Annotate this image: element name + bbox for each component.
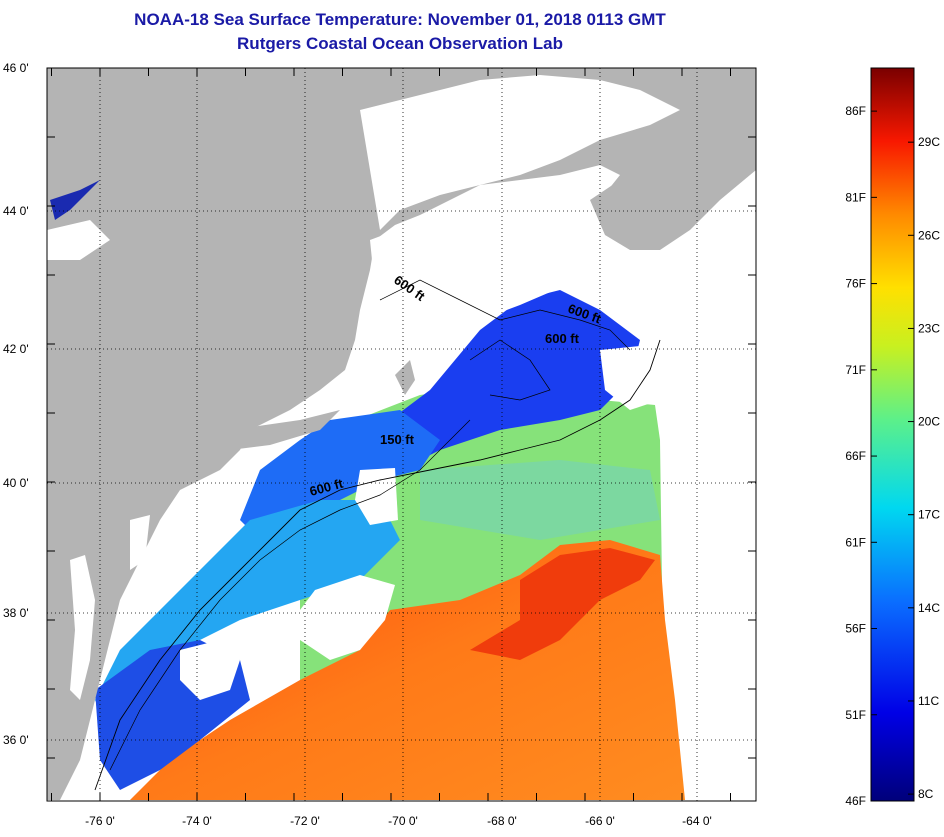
colorbar-celsius-labels: 29C 26C 23C 20C 17C 14C 11C 8C <box>918 135 940 801</box>
map-frame <box>46 67 757 802</box>
colorbar-ticks <box>871 110 914 802</box>
lon-label: -66 0' <box>585 814 615 828</box>
colorbar-c-label: 14C <box>918 601 940 615</box>
lon-label: -76 0' <box>85 814 115 828</box>
colorbar-c-label: 29C <box>918 135 940 149</box>
land-cloud-gulf <box>370 205 560 355</box>
sst-cold-shelf <box>240 410 440 540</box>
lat-label: 38 0' <box>3 606 29 620</box>
contour-gom-2 <box>469 339 551 401</box>
lon-label: -68 0' <box>487 814 517 828</box>
contour-600ft <box>94 339 661 791</box>
map-imagery <box>47 68 756 801</box>
lat-label: 40 0' <box>3 476 29 490</box>
bay-delaware <box>130 515 150 570</box>
map-subtitle: Rutgers Coastal Ocean Observation Lab <box>237 34 563 53</box>
axis-ticks <box>47 67 756 801</box>
colorbar-f-label: 86F <box>845 104 866 118</box>
colorbar-f-label: 61F <box>845 535 866 549</box>
colorbar-f-label: 71F <box>845 363 866 377</box>
land-long-island <box>230 410 340 450</box>
latitude-labels: 46 0' 44 0' 42 0' 40 0' 38 0' 36 0' <box>3 61 29 747</box>
colorbar-c-label: 11C <box>918 694 939 708</box>
sst-cold-gom <box>380 290 640 470</box>
longitude-labels: -76 0' -74 0' -72 0' -70 0' -68 0' -66 0… <box>85 814 712 828</box>
colorbar-c-label: 8C <box>918 787 934 801</box>
inland-dark-1 <box>50 180 100 220</box>
cloud-patch-1 <box>300 575 395 660</box>
colorbar-f-label: 46F <box>845 794 866 808</box>
land-cape-cod <box>395 360 415 395</box>
lat-label: 42 0' <box>3 342 29 356</box>
colorbar-c-label: 17C <box>918 508 940 522</box>
colorbar-f-label: 81F <box>845 190 866 204</box>
lon-label: -72 0' <box>290 814 320 828</box>
lon-label: -64 0' <box>682 814 712 828</box>
land-mainland <box>47 68 756 800</box>
colorbar-c-label: 26C <box>918 228 940 242</box>
colorbar <box>870 67 915 802</box>
contour-gom <box>379 279 631 351</box>
map-title: NOAA-18 Sea Surface Temperature: Novembe… <box>134 10 666 29</box>
sst-hot-core <box>470 548 655 660</box>
colorbar-c-label: 20C <box>918 415 940 429</box>
colorbar-f-label: 56F <box>845 622 866 636</box>
colorbar-f-label: 66F <box>845 449 866 463</box>
colorbar-fahrenheit-labels: 86F 81F 76F 71F 66F 61F 56F 51F 46F <box>845 104 866 808</box>
colorbar-c-label: 23C <box>918 321 940 335</box>
lon-label: -74 0' <box>182 814 212 828</box>
land-cloud-north <box>360 75 680 230</box>
cloud-patch-3 <box>600 345 660 410</box>
lat-label: 44 0' <box>3 204 29 218</box>
contour-150ft <box>109 419 471 771</box>
lat-label: 36 0' <box>3 733 29 747</box>
depth-label: 600 ft <box>545 331 580 346</box>
lat-label: 46 0' <box>3 61 29 75</box>
sst-mid-shelf <box>95 500 400 730</box>
colorbar-f-label: 51F <box>845 708 866 722</box>
colorbar-f-label: 76F <box>845 277 866 291</box>
lon-label: -70 0' <box>388 814 418 828</box>
inland-white-1 <box>47 220 110 260</box>
bay-chesapeake <box>70 555 95 700</box>
depth-label: 150 ft <box>380 432 415 447</box>
cloud-patch-2 <box>180 640 240 700</box>
